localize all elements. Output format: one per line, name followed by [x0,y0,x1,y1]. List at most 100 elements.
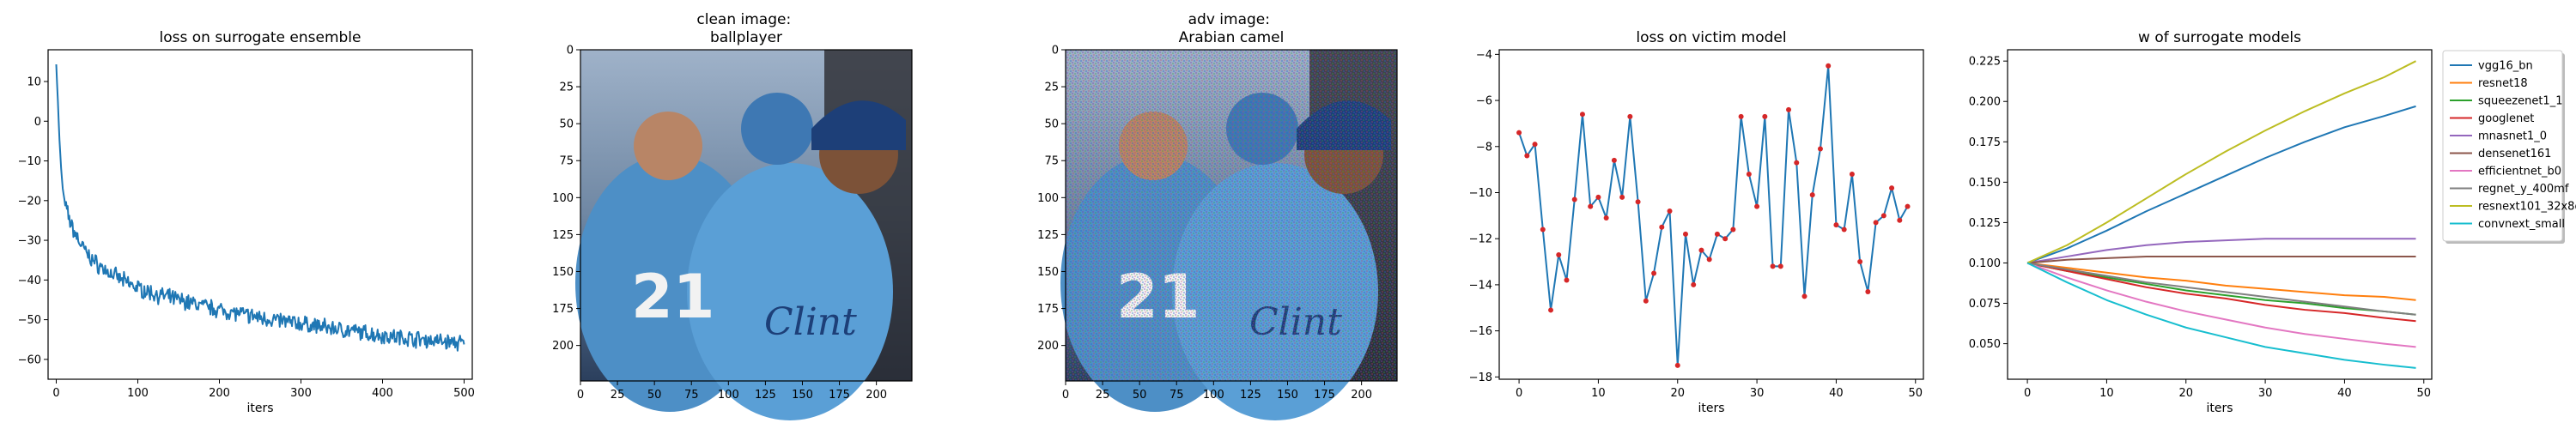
adv-image-xtick-label: 100 [1203,389,1224,402]
victim-loss-point [1817,146,1823,152]
clean-image-ytick-label: 175 [552,303,574,316]
victim-loss-point [1794,160,1800,166]
victim-loss-ytick-label: −4 [1476,49,1492,62]
victim-loss-xtick-label: 20 [1670,387,1685,400]
victim-loss-point [1579,112,1585,118]
weights-title: w of surrogate models [2138,29,2301,46]
weights-series-line-mnasnet1_0 [2026,238,2416,264]
adv-image-ytick-label: 125 [1037,229,1059,242]
victim-loss-points [1516,63,1911,368]
surrogate-loss-ytick-label: −40 [18,275,41,287]
clean-photo-cap-center [741,93,813,165]
victim-loss-ytick-label: −16 [1469,325,1492,338]
adv-image-ytick-label: 75 [1044,155,1059,168]
weights-ytick-label: 0.175 [1969,136,2001,149]
weights-legend: vgg16_bn resnet18 squeezenet1_1 googlenet mn… [2442,50,2576,244]
victim-loss-point [1571,196,1577,202]
weights-ticks: 0 10 20 30 40 50 0.050 0.075 0.100 0.125 0.150 0.17… [1969,56,2431,400]
victim-loss-point [1880,213,1886,219]
adv-image-ytick-label: 150 [1037,266,1059,279]
weights-legend-box [2442,50,2563,242]
clean-image-ytick-label: 125 [552,229,574,242]
surrogate-loss-ytick-label: 0 [34,116,41,129]
victim-loss-point [1849,172,1855,178]
victim-loss-point [1516,130,1522,136]
victim-loss-point [1556,251,1562,257]
adv-image-frame [1065,49,1398,382]
victim-loss-point [1730,227,1736,233]
surrogate-loss-xtick-label: 400 [372,387,393,400]
clean-image-frame [580,49,913,382]
surrogate-loss-ticks: 0 100 200 300 400 500 −60 −50 −40 −30 −20 −10 0 10 [18,76,475,400]
weights-xtick-label: 40 [2337,387,2352,400]
adv-image-xtick-label: 50 [1133,389,1147,402]
victim-loss-point [1706,257,1712,263]
victim-loss-point [1611,157,1617,163]
victim-loss-ytick-label: −12 [1469,233,1492,246]
victim-loss-point [1532,142,1538,148]
surrogate-loss-xtick-label: 300 [290,387,312,400]
victim-loss-point [1540,227,1546,233]
weights-ytick-label: 0.200 [1969,96,2001,109]
victim-loss-xtick-label: 10 [1591,387,1606,400]
victim-loss-point [1873,220,1879,226]
adv-image-ytick-label: 175 [1037,303,1059,316]
clean-image-xtick-label: 125 [755,389,776,402]
weights-legend-label-googlenet: googlenet [2478,112,2534,125]
weights-series-line-squeezenet1_1 [2026,262,2416,316]
weights-ytick-label: 0.100 [1969,257,2001,270]
weights-legend-label-resnet18: resnet18 [2478,77,2528,90]
victim-loss-point [1595,194,1601,200]
victim-loss-plot-frame [1498,49,1924,380]
adv-photo: 21 Clint [1060,50,1397,420]
victim-loss-point [1826,63,1832,69]
clean-image-ytick-label: 150 [552,266,574,279]
weights-ytick-label: 0.075 [1969,298,2001,311]
victim-loss-ytick-label: −18 [1469,372,1492,384]
adv-image-xtick-label: 75 [1170,389,1184,402]
weights-xlabel: iters [2206,402,2233,415]
victim-loss-point [1897,217,1903,223]
victim-loss-ytick-label: −10 [1469,187,1492,200]
clean-photo-jersey-lettering: Clint [764,300,857,344]
adv-image-ytick-label: 25 [1044,82,1059,94]
weights-legend-label-vgg16_bn: vgg16_bn [2478,60,2533,73]
surrogate-loss-ytick-label: −20 [18,195,41,208]
clean-image-xtick-label: 150 [792,389,813,402]
weights-ytick-label: 0.050 [1969,338,2001,351]
surrogate-loss-series-line [55,63,465,352]
victim-loss-point [1524,153,1530,159]
surrogate-loss-xtick-label: 100 [127,387,149,400]
clean-image-xtick-label: 75 [684,389,699,402]
panel-adv-image: adv image: Arabian camel 21 Clint 0 25 50 7… [1037,11,1398,420]
victim-loss-point [1738,113,1744,119]
adv-photo-noise-overlay [1066,50,1397,381]
clean-image-xtick-label: 200 [866,389,887,402]
victim-loss-point [1643,298,1649,304]
weights-series-lines [2026,60,2416,369]
weights-series-line-googlenet [2026,262,2416,323]
victim-loss-xtick-label: 30 [1750,387,1765,400]
clean-image-ytick-label: 25 [559,82,574,94]
clean-image-title: clean image: ballplayer [696,11,795,46]
victim-loss-title: loss on victim model [1636,29,1786,46]
victim-loss-point [1905,203,1911,209]
adv-image-title-line1: adv image: [1188,11,1270,28]
victim-loss-point [1588,203,1594,209]
adv-image-xtick-label: 25 [1096,389,1110,402]
weights-legend-label-squeezenet1_1: squeezenet1_1 [2478,95,2562,108]
victim-loss-point [1841,227,1847,233]
victim-loss-point [1619,194,1625,200]
clean-photo-jersey-number: 21 [631,262,714,332]
surrogate-loss-xtick-label: 0 [52,387,59,400]
victim-loss-point [1833,222,1839,228]
victim-loss-point [1682,231,1688,237]
victim-loss-point [1548,307,1554,313]
panel-clean-image: clean image: ballplayer 21 Clint 0 25 50 75… [552,11,913,420]
weights-series-line-densenet161 [2026,255,2416,264]
adv-image-title-line2: Arabian camel [1179,29,1285,46]
victim-loss-point [1722,236,1728,242]
weights-series-line-resnext101_32x8d [2026,60,2416,264]
adv-image-xtick-label: 125 [1240,389,1261,402]
